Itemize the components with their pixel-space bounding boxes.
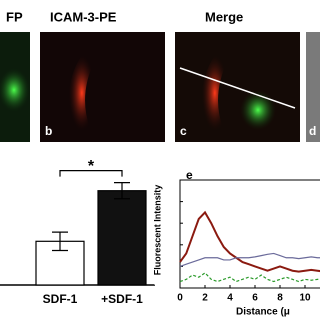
x-tick-label: +SDF-1: [101, 292, 143, 306]
x-tick-label: 8: [277, 293, 283, 304]
line-scan: [179, 67, 296, 109]
error-bar: [114, 182, 130, 200]
error-bar: [52, 231, 68, 252]
x-tick-label: 2: [202, 293, 208, 304]
y-axis-label: Fluorescent Intensity: [152, 185, 162, 276]
panel-letter: b: [45, 124, 52, 138]
panel-letter: e: [186, 168, 193, 182]
panel-b: [40, 32, 165, 142]
panel-letter: c: [180, 124, 187, 138]
panel-c: [175, 32, 300, 142]
red-signal: [201, 55, 228, 131]
line-chart: e Fluorescent Intensity Distance (μ 0 2 4 6…: [152, 168, 320, 318]
significance: *: [88, 158, 95, 175]
panel-header: ICAM-3-PE: [50, 9, 117, 24]
green-signal: [240, 90, 276, 130]
x-tick-label: 4: [227, 293, 233, 304]
x-tick-label: 10: [299, 293, 311, 304]
significance-bracket: [59, 170, 123, 177]
series-line: [179, 210, 320, 273]
x-axis-label: Distance (μ: [236, 307, 290, 318]
x-tick-label: 0: [177, 293, 183, 304]
micrographs: FP ICAM-3-PE Merge b c d: [0, 9, 320, 142]
panel-d: [306, 32, 320, 142]
x-tick-label: SDF-1: [43, 292, 78, 306]
red-signal: [68, 55, 95, 131]
green-signal: [0, 68, 30, 112]
panel-header: FP: [6, 9, 23, 24]
bar-chart: SDF-1 +SDF-1 *: [0, 158, 156, 306]
series-line: [179, 252, 320, 267]
x-tick-label: 6: [252, 293, 258, 304]
bar: [97, 190, 147, 286]
panel-letter: d: [309, 124, 316, 138]
panel-header: Merge: [205, 9, 243, 24]
series-line: [179, 272, 320, 283]
